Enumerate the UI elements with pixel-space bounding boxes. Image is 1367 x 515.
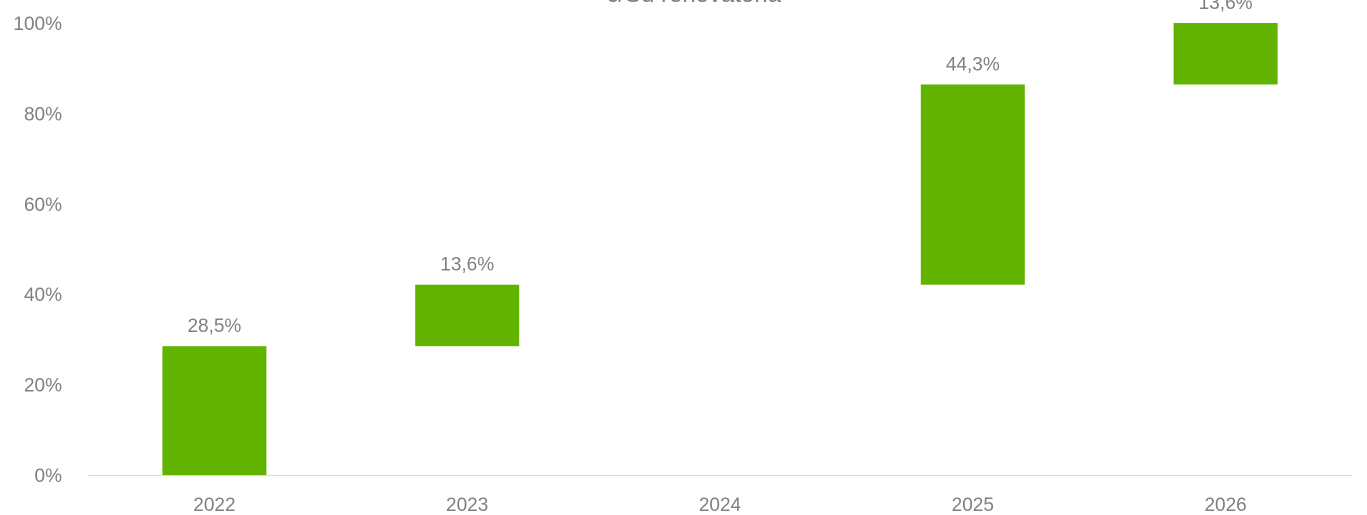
data-label-2026: 13,6% — [1199, 0, 1253, 14]
x-tick-label: 2025 — [952, 495, 994, 515]
bar-2022 — [162, 346, 267, 475]
y-tick-label: 60% — [24, 195, 62, 216]
bars-group: 28,5% 13,6% 44,3% 13,6% — [162, 0, 1278, 475]
x-axis: 2022 2023 2024 2025 2026 — [193, 495, 1246, 515]
y-tick-label: 100% — [13, 14, 62, 35]
x-tick-label: 2023 — [446, 495, 488, 515]
data-label-2023: 13,6% — [440, 255, 494, 276]
chart-title: €/Su renovatória — [605, 0, 782, 8]
x-tick-label: 2026 — [1204, 495, 1246, 515]
bar-2026 — [1173, 23, 1278, 85]
x-tick-label: 2024 — [699, 495, 742, 515]
bar-2023 — [415, 284, 520, 347]
y-tick-label: 20% — [24, 376, 62, 397]
y-axis: 0% 20% 40% 60% 80% 100% — [13, 14, 62, 487]
y-tick-label: 80% — [24, 104, 62, 125]
y-tick-label: 0% — [35, 466, 63, 487]
bar-2025 — [920, 84, 1025, 285]
data-label-2025: 44,3% — [946, 54, 1000, 75]
data-label-2022: 28,5% — [187, 316, 241, 337]
x-tick-label: 2022 — [193, 495, 235, 515]
y-tick-label: 40% — [24, 285, 62, 306]
